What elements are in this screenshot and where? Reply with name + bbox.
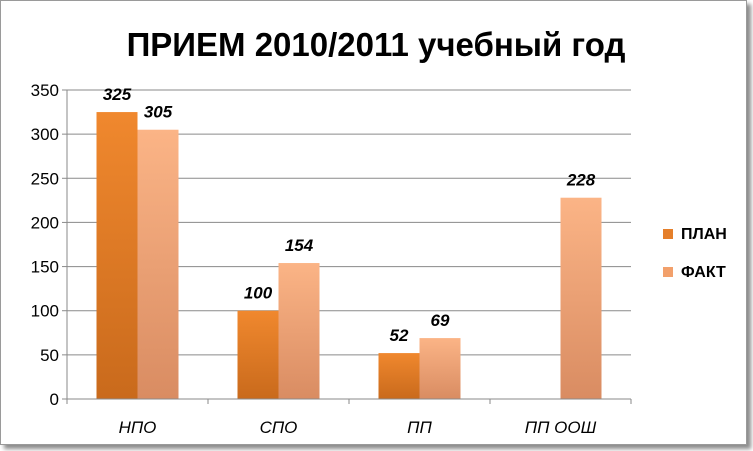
data-label: 100 bbox=[244, 284, 273, 303]
bar-plan bbox=[237, 310, 279, 399]
bar-fact bbox=[419, 338, 461, 399]
data-label: 69 bbox=[431, 311, 450, 330]
legend-swatch-plan bbox=[663, 229, 673, 239]
y-tick-label: 200 bbox=[31, 213, 59, 232]
y-tick-label: 350 bbox=[31, 81, 59, 100]
x-axis: НПО СПО ПП ПП ООШ bbox=[66, 398, 632, 437]
bar-fact bbox=[137, 129, 179, 399]
y-tick-label: 250 bbox=[31, 169, 59, 188]
legend-label-fact: ФАКТ bbox=[681, 264, 726, 281]
bar-plan bbox=[96, 112, 138, 400]
x-category-label: НПО bbox=[119, 418, 157, 437]
data-label: 305 bbox=[144, 103, 173, 122]
y-tick-label: 300 bbox=[31, 125, 59, 144]
y-tick-label: 100 bbox=[31, 302, 59, 321]
bars: 325 305 100 154 52 69 228 bbox=[96, 85, 602, 400]
y-tick-label: 0 bbox=[50, 390, 59, 409]
y-axis: 0 50 100 150 200 250 300 350 bbox=[31, 81, 68, 409]
x-category-label: ПП bbox=[407, 418, 432, 437]
x-category-label: СПО bbox=[260, 418, 298, 437]
data-label: 52 bbox=[390, 326, 409, 345]
legend-swatch-fact bbox=[663, 267, 673, 277]
data-label: 325 bbox=[103, 85, 132, 104]
bar-chart: ПРИЕМ 2010/2011 учебный год 0 50 100 150 200… bbox=[31, 26, 727, 437]
y-tick-label: 150 bbox=[31, 258, 59, 277]
bar-plan bbox=[378, 353, 420, 399]
x-category-label: ПП ООШ bbox=[525, 418, 597, 437]
data-label: 228 bbox=[566, 171, 596, 190]
legend: ПЛАН ФАКТ bbox=[663, 226, 727, 281]
data-label: 154 bbox=[285, 236, 314, 255]
bar-fact bbox=[278, 263, 320, 399]
legend-label-plan: ПЛАН bbox=[681, 226, 727, 243]
chart-frame: ПРИЕМ 2010/2011 учебный год 0 50 100 150 200… bbox=[0, 0, 747, 445]
y-tick-label: 50 bbox=[40, 346, 59, 365]
chart-title: ПРИЕМ 2010/2011 учебный год bbox=[127, 26, 626, 63]
bar-fact bbox=[560, 197, 602, 399]
